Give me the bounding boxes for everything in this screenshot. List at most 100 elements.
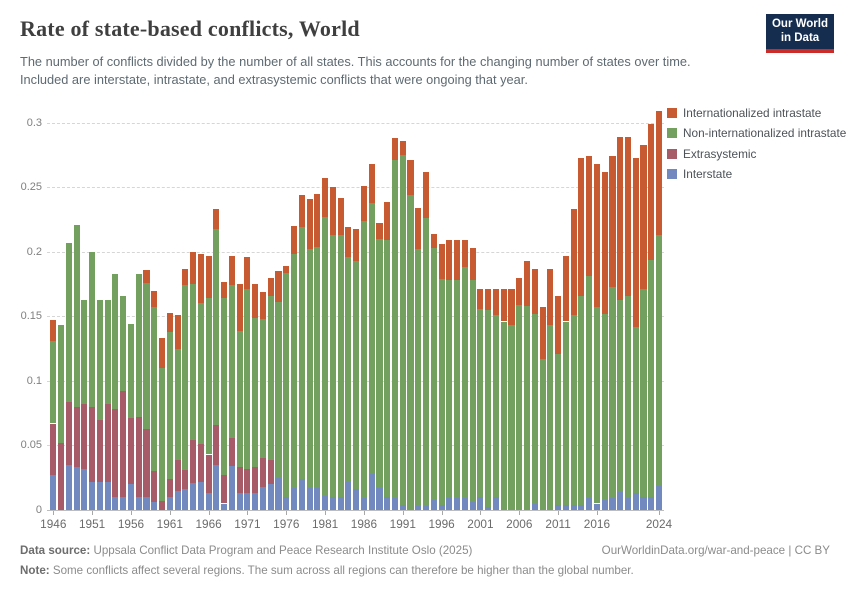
bar-segment[interactable] [283,266,290,273]
bar-segment[interactable] [104,481,111,510]
bar-segment[interactable] [50,475,57,510]
bar-segment[interactable] [174,348,181,460]
bar-segment[interactable] [112,273,119,410]
bar-segment[interactable] [151,290,158,308]
bar-segment[interactable] [555,504,562,510]
bar-segment[interactable] [213,228,220,425]
bar-segment[interactable] [368,202,375,474]
bar-segment[interactable] [640,144,647,290]
bar-segment[interactable] [143,497,150,510]
bar-segment[interactable] [135,497,142,510]
bar-segment[interactable] [539,359,546,510]
bar-segment[interactable] [586,276,593,499]
bar-segment[interactable] [624,498,632,510]
bar-segment[interactable] [329,235,336,498]
bar-segment[interactable] [485,289,492,310]
bar-segment[interactable] [298,195,305,228]
bar-segment[interactable] [267,277,274,296]
bar-segment[interactable] [259,318,267,459]
bar-segment[interactable] [617,491,624,510]
bar-segment[interactable] [267,295,274,460]
bar-segment[interactable] [508,325,515,510]
bar-segment[interactable] [236,467,243,494]
bar-segment[interactable] [454,280,461,499]
bar-segment[interactable] [516,304,523,510]
bar-segment[interactable] [65,464,72,510]
bar-segment[interactable] [469,502,476,510]
bar-segment[interactable] [438,504,445,510]
bar-segment[interactable] [640,497,647,510]
bar-segment[interactable] [586,156,593,277]
bar-segment[interactable] [158,368,166,501]
bar-segment[interactable] [360,498,367,510]
bar-segment[interactable] [547,268,554,326]
bar-segment[interactable] [399,155,406,505]
bar-segment[interactable] [50,423,57,476]
bar-segment[interactable] [322,495,329,510]
bar-segment[interactable] [166,479,173,498]
bar-segment[interactable] [205,298,212,455]
bar-segment[interactable] [601,313,608,500]
bar-segment[interactable] [166,497,173,510]
bar-segment[interactable] [104,299,111,405]
bar-segment[interactable] [360,186,367,221]
bar-segment[interactable] [213,464,220,510]
bar-segment[interactable] [81,468,88,510]
bar-segment[interactable] [368,164,375,203]
bar-segment[interactable] [275,271,282,303]
bar-segment[interactable] [174,459,181,491]
bar-segment[interactable] [562,504,569,510]
bar-segment[interactable] [314,488,321,510]
bar-segment[interactable] [205,493,212,510]
bar-segment[interactable] [407,195,414,510]
bar-segment[interactable] [89,406,96,482]
bar-segment[interactable] [73,406,80,468]
bar-segment[interactable] [376,488,383,510]
bar-segment[interactable] [648,259,655,497]
bar-segment[interactable] [306,198,313,250]
bar-segment[interactable] [609,156,616,287]
bar-segment[interactable] [648,497,655,510]
bar-segment[interactable] [221,475,228,504]
bar-segment[interactable] [267,459,274,485]
bar-segment[interactable] [73,467,80,510]
bar-segment[interactable] [112,497,119,510]
bar-segment[interactable] [50,320,57,341]
bar-segment[interactable] [151,471,158,503]
bar-segment[interactable] [632,493,639,510]
bar-segment[interactable] [469,247,476,281]
bar-segment[interactable] [632,326,639,494]
bar-segment[interactable] [166,331,173,479]
bar-segment[interactable] [275,477,282,510]
bar-segment[interactable] [360,220,367,499]
bar-segment[interactable] [190,440,197,483]
bar-segment[interactable] [120,391,127,498]
bar-segment[interactable] [158,501,166,510]
bar-segment[interactable] [236,493,243,510]
bar-segment[interactable] [516,277,523,305]
bar-segment[interactable] [438,278,445,505]
bar-segment[interactable] [539,307,546,359]
bar-segment[interactable] [547,325,554,510]
bar-segment[interactable] [143,269,150,283]
bar-segment[interactable] [329,187,336,236]
bar-segment[interactable] [151,502,158,510]
bar-segment[interactable] [640,289,647,498]
bar-segment[interactable] [345,227,352,257]
bar-segment[interactable] [283,272,290,498]
bar-segment[interactable] [306,249,313,488]
bar-segment[interactable] [290,488,298,510]
bar-segment[interactable] [205,255,212,299]
bar-segment[interactable] [632,157,639,327]
bar-segment[interactable] [531,313,538,504]
bar-segment[interactable] [244,289,251,469]
bar-segment[interactable] [166,312,173,332]
bar-segment[interactable] [376,223,383,239]
bar-segment[interactable] [244,493,251,510]
bar-segment[interactable] [624,136,632,296]
bar-segment[interactable] [593,164,600,308]
bar-segment[interactable] [391,138,399,161]
bar-segment[interactable] [252,317,259,468]
bar-segment[interactable] [492,315,500,498]
bar-segment[interactable] [555,353,562,505]
